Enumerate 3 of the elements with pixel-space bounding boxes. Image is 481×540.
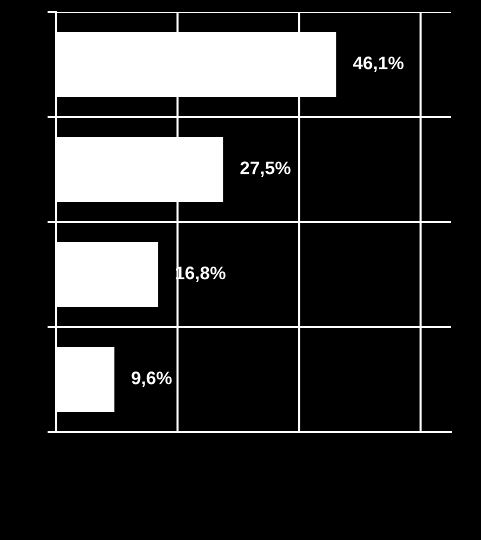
data-label: 46,1%: [353, 56, 404, 72]
data-label: 27,5%: [240, 162, 290, 177]
data-label: 9,6%: [132, 372, 172, 387]
